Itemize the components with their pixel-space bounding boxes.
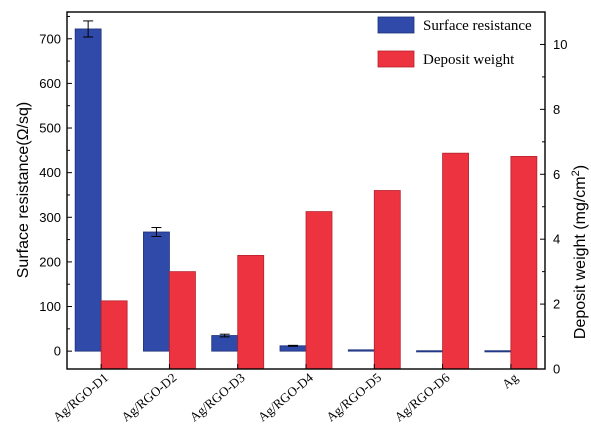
category-label: Ag/RGO-D4 <box>255 369 316 424</box>
bar-deposit-weight <box>510 156 538 370</box>
bar-surface-resistance <box>143 231 170 352</box>
legend-label-surface-resistance: Surface resistance <box>423 18 532 34</box>
bar-deposit-weight <box>100 300 128 370</box>
left-tick-label: 200 <box>39 254 61 269</box>
right-tick-label: 6 <box>553 167 560 182</box>
bar-deposit-weight <box>442 152 469 370</box>
right-axis-ticks: 0 2 4 6 8 10 <box>540 37 567 377</box>
bar-deposit-weight <box>373 190 401 370</box>
left-axis-title: Surface resistance(Ω/sq) <box>15 102 32 278</box>
legend-swatch-deposit-weight <box>377 50 415 68</box>
left-tick-label: 500 <box>39 121 61 136</box>
category-label: Ag/RGO-D2 <box>118 370 179 425</box>
category-label: Ag/RGO-D5 <box>323 370 384 425</box>
category-label: Ag/RGO-D6 <box>391 369 452 424</box>
left-axis-ticks: 0 100 200 300 400 500 600 700 <box>39 15 72 359</box>
bar-surface-resistance <box>211 335 239 352</box>
left-tick-label: 600 <box>39 76 61 91</box>
bar-deposit-weight <box>305 211 333 370</box>
bar-surface-resistance <box>484 350 512 353</box>
left-tick-label: 700 <box>39 31 61 46</box>
category-label: Ag <box>499 369 521 391</box>
left-tick-label: 300 <box>39 210 61 225</box>
category-label: Ag/RGO-D3 <box>187 370 248 425</box>
error-bar <box>83 20 94 38</box>
bars <box>74 20 538 370</box>
error-bar <box>151 227 162 237</box>
right-tick-label: 0 <box>553 362 560 377</box>
error-bar <box>219 333 230 338</box>
right-tick-label: 8 <box>553 102 560 117</box>
bar-surface-resistance <box>74 28 102 352</box>
bar-deposit-weight <box>237 255 265 370</box>
category-labels: Ag/RGO-D1 Ag/RGO-D2 Ag/RGO-D3 Ag/RGO-D4 Ag/R… <box>50 364 521 424</box>
right-axis-title-main: Deposit weight (mg/cm <box>572 176 589 339</box>
left-tick-label: 400 <box>39 165 61 180</box>
bar-deposit-weight <box>169 271 196 370</box>
legend-label-deposit-weight: Deposit weight <box>423 52 515 68</box>
legend-swatch-surface-resistance <box>377 16 415 34</box>
right-axis-title: Deposit weight (mg/cm2) <box>570 165 589 339</box>
right-tick-label: 2 <box>553 297 560 312</box>
left-tick-label: 100 <box>39 299 61 314</box>
right-tick-label: 10 <box>553 37 567 52</box>
plot-frame <box>66 11 546 370</box>
right-axis-title-close: ) <box>572 165 589 170</box>
right-tick-label: 4 <box>553 232 560 247</box>
left-tick-label: 0 <box>54 344 61 359</box>
error-bar <box>288 344 298 347</box>
bar-surface-resistance <box>347 349 375 352</box>
category-label: Ag/RGO-D1 <box>50 370 111 425</box>
bar-surface-resistance <box>416 350 443 353</box>
legend: Surface resistance Deposit weight <box>377 16 532 68</box>
right-axis-title-sup: 2 <box>570 170 582 176</box>
